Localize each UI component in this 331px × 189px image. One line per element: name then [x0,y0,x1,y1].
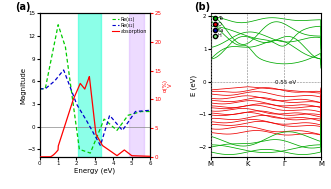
Text: 0.55 eV: 0.55 eV [275,80,296,85]
Text: (a): (a) [16,2,31,12]
Legend: Te, O, Ca, H: Te, O, Ca, H [213,16,224,39]
Text: (b): (b) [194,2,210,12]
Y-axis label: E (eV): E (eV) [191,74,197,96]
Bar [129,13,144,157]
Legend: Re(ε₁), Re(ε₂), absorption: Re(ε₁), Re(ε₂), absorption [111,16,148,35]
Bar [78,13,101,157]
Y-axis label: α(%)
V: α(%) V [163,79,173,91]
Y-axis label: Magnitude: Magnitude [20,67,26,104]
X-axis label: Energy (eV): Energy (eV) [74,167,116,174]
